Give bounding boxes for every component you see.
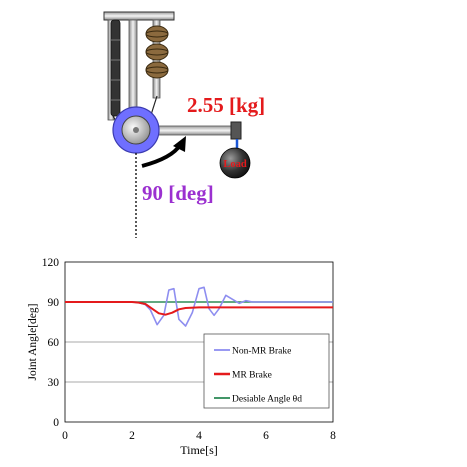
series-lines — [65, 286, 333, 327]
plot-frame — [64, 261, 334, 423]
y-tick-label: 90 — [48, 297, 60, 309]
angle-label: 90 [deg] — [142, 181, 214, 205]
y-tick-label: 60 — [48, 337, 60, 349]
frame-top-bar — [103, 11, 175, 21]
x-tick-label: 2 — [129, 430, 135, 442]
center-rod — [128, 19, 138, 121]
y-tick-label: 30 — [48, 377, 60, 389]
legend-label: Desiable Angle θd — [232, 395, 302, 405]
legend-label: Non-MR Brake — [232, 347, 291, 357]
y-tick-label: 0 — [53, 417, 59, 429]
series-line — [65, 301, 333, 316]
legend-label: MR Brake — [232, 371, 272, 381]
arm-end-cap — [230, 121, 242, 140]
x-tick-label: 8 — [330, 430, 336, 442]
x-axis: 0 2 4 6 8 — [62, 430, 336, 442]
bellows-actuator — [145, 25, 169, 79]
mass-label: 2.55 [kg] — [187, 93, 265, 117]
arm-diagram: Load 2.55 [kg] 90 [deg] — [103, 11, 265, 238]
legend-box — [203, 333, 330, 409]
x-tick-label: 6 — [263, 430, 269, 442]
x-axis-label: Time[s] — [180, 443, 218, 457]
x-tick-label: 0 — [62, 430, 68, 442]
left-actuator — [110, 19, 121, 117]
x-tick-label: 4 — [196, 430, 202, 442]
y-tick-label: 120 — [42, 257, 60, 269]
y-axis-label: Joint Angle[deg] — [27, 304, 39, 381]
load-label: Load — [223, 159, 247, 170]
y-axis: 0 30 60 90 120 — [42, 257, 60, 429]
arm-link — [149, 125, 237, 136]
load-mass — [219, 147, 251, 179]
legend: Non-MR Brake MR Brake Desiable Angle θd — [203, 333, 330, 409]
joint-angle-chart: 0 30 60 90 120 0 2 4 6 8 Joint Angle[deg] Time[s… — [27, 257, 336, 457]
